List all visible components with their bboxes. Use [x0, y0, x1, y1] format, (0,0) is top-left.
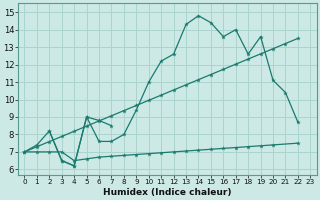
X-axis label: Humidex (Indice chaleur): Humidex (Indice chaleur) — [103, 188, 232, 197]
